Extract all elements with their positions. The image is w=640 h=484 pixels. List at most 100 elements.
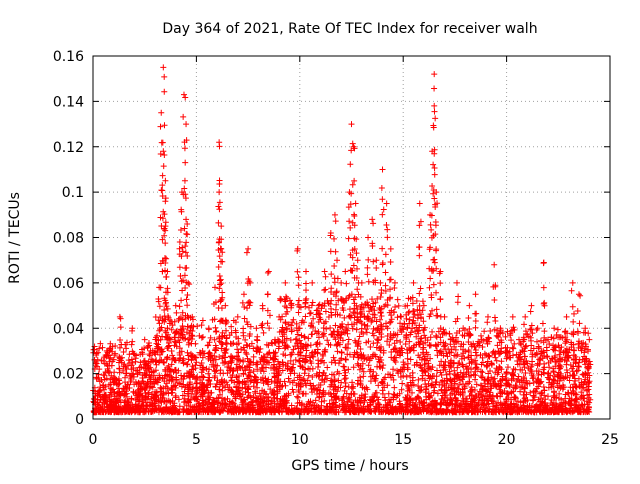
background-point <box>523 391 530 398</box>
background-point <box>386 319 393 326</box>
background-point <box>307 358 314 365</box>
background-point <box>580 395 587 402</box>
data-point <box>173 309 180 316</box>
background-point <box>417 335 424 342</box>
background-point <box>503 371 510 378</box>
background-point <box>394 296 401 303</box>
background-point <box>301 370 308 377</box>
data-point <box>163 273 170 280</box>
data-point <box>491 261 498 268</box>
background-point <box>199 317 206 324</box>
background-point <box>314 307 321 314</box>
data-point <box>216 199 223 206</box>
background-point <box>554 384 561 391</box>
x-tick-label: 0 <box>89 432 98 448</box>
background-point <box>495 399 502 406</box>
background-point <box>391 384 398 391</box>
background-point <box>179 323 186 330</box>
data-point <box>331 211 338 218</box>
data-point <box>479 343 486 350</box>
background-point <box>476 342 483 349</box>
data-point <box>216 285 223 292</box>
data-point <box>379 196 386 203</box>
background-point <box>180 399 187 406</box>
background-point <box>416 387 423 394</box>
data-point <box>217 281 224 288</box>
data-point <box>347 224 354 231</box>
data-point <box>416 222 423 229</box>
data-point <box>182 159 189 166</box>
data-point <box>315 328 322 335</box>
background-point <box>103 375 110 382</box>
data-point <box>384 234 391 241</box>
data-point <box>427 275 434 282</box>
data-point <box>473 310 480 317</box>
data-point <box>416 252 423 259</box>
background-point <box>271 388 278 395</box>
data-point <box>302 300 309 307</box>
data-point <box>260 329 267 336</box>
data-point <box>162 198 169 205</box>
background-point <box>407 356 414 363</box>
background-point <box>433 332 440 339</box>
data-point <box>282 279 289 286</box>
background-point <box>123 339 130 346</box>
background-point <box>363 326 370 333</box>
background-point <box>337 335 344 342</box>
data-point <box>521 321 528 328</box>
data-point <box>222 302 229 309</box>
x-tick-label: 15 <box>394 432 412 448</box>
data-point <box>551 388 558 395</box>
data-point <box>246 298 253 305</box>
background-point <box>419 375 426 382</box>
data-point <box>183 264 190 271</box>
data-point <box>332 248 339 255</box>
background-point <box>187 324 194 331</box>
data-point <box>178 278 185 285</box>
background-point <box>331 357 338 364</box>
data-point <box>382 282 389 289</box>
x-tick-label: 10 <box>291 432 309 448</box>
data-point <box>176 264 183 271</box>
background-point <box>414 394 421 401</box>
data-point <box>577 292 584 299</box>
background-point <box>411 328 418 335</box>
background-point <box>176 380 183 387</box>
background-point <box>384 338 391 345</box>
data-point <box>216 180 223 187</box>
data-point <box>309 331 316 338</box>
data-point <box>503 369 510 376</box>
background-point <box>362 391 369 398</box>
background-point <box>306 310 313 317</box>
background-point <box>425 372 432 379</box>
background-point <box>397 313 404 320</box>
data-point <box>354 257 361 264</box>
data-point <box>218 305 225 312</box>
background-point <box>546 341 553 348</box>
data-point <box>343 280 350 287</box>
data-point <box>373 257 380 264</box>
background-point <box>278 383 285 390</box>
data-point <box>303 280 310 287</box>
background-point <box>585 386 592 393</box>
data-point <box>183 216 190 223</box>
data-point <box>176 303 183 310</box>
data-point <box>178 297 185 304</box>
background-point <box>221 404 228 411</box>
data-point <box>432 115 439 122</box>
background-point <box>356 366 363 373</box>
background-point <box>504 364 511 371</box>
background-point <box>367 343 374 350</box>
background-point <box>404 355 411 362</box>
data-point <box>245 245 252 252</box>
data-point <box>295 282 302 289</box>
data-point <box>509 313 516 320</box>
data-point <box>576 320 583 327</box>
background-point <box>360 368 367 375</box>
background-point <box>116 344 123 351</box>
data-point <box>309 279 316 286</box>
background-point <box>487 385 494 392</box>
data-point <box>378 312 385 319</box>
background-point <box>357 374 364 381</box>
background-point <box>328 359 335 366</box>
